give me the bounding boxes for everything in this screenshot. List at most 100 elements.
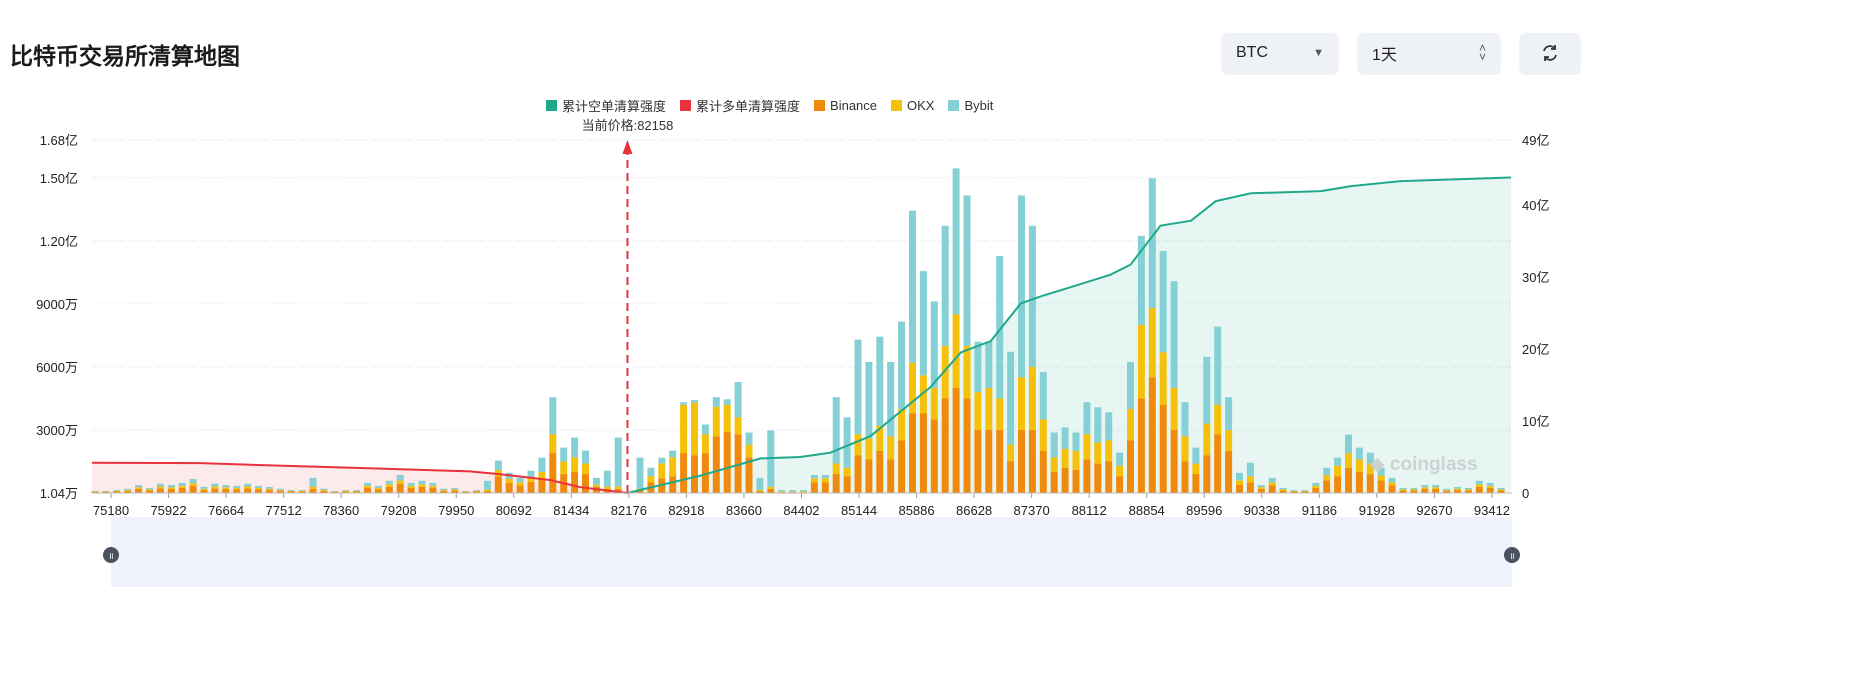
bar-binance <box>1061 467 1069 493</box>
bar-binance <box>200 490 208 493</box>
bar-bybit <box>1377 467 1385 476</box>
coin-select[interactable]: BTC ▼ <box>1222 33 1338 73</box>
bar-binance <box>1443 490 1451 493</box>
bar-binance <box>353 491 361 493</box>
legend-label: Bybit <box>964 98 994 113</box>
bar-bybit <box>91 490 99 492</box>
bar-okx <box>1148 308 1156 378</box>
bar-bybit <box>1486 482 1494 486</box>
bar-okx <box>1366 463 1374 475</box>
bar-okx <box>385 484 393 487</box>
bar-binance <box>691 455 698 493</box>
bar-bybit <box>800 490 807 492</box>
bar-binance <box>898 440 906 493</box>
bar-binance <box>1203 455 1211 493</box>
legend-item-short[interactable]: 累计空单清算强度 <box>546 96 666 115</box>
refresh-button[interactable] <box>1520 33 1580 73</box>
left-axis-tick-label: 1.04万 <box>40 486 78 501</box>
bar-bybit <box>919 271 927 376</box>
bar-okx <box>1290 490 1298 492</box>
bar-bybit <box>701 424 709 435</box>
bar-binance <box>276 490 284 493</box>
x-axis-tick-label: 91186 <box>1302 503 1337 518</box>
bar-okx <box>832 463 840 475</box>
right-axis-tick-label: 10亿 <box>1522 414 1549 429</box>
bar-binance <box>1486 487 1494 493</box>
bar-bybit <box>222 485 230 488</box>
bar-okx <box>658 463 666 479</box>
bar-okx <box>669 457 677 477</box>
bar-okx <box>789 491 797 493</box>
bar-bybit <box>407 482 415 486</box>
bar-binance <box>1170 429 1178 493</box>
bar-bybit <box>200 486 208 489</box>
bar-binance <box>1366 474 1374 493</box>
bar-okx <box>451 489 459 491</box>
bar-okx <box>146 489 153 491</box>
bar-okx <box>298 490 306 492</box>
bar-bybit <box>309 477 317 487</box>
current-price-label: 当前价格:82158 <box>582 118 674 133</box>
bar-binance <box>102 491 110 493</box>
bar-bybit <box>516 477 524 483</box>
x-axis-tick-label: 89596 <box>1186 503 1222 518</box>
bar-bybit <box>1181 402 1189 437</box>
bar-binance <box>255 489 262 493</box>
legend-item-okx[interactable]: OKX <box>891 96 934 115</box>
bar-bybit <box>1225 397 1233 430</box>
bar-okx <box>342 490 350 492</box>
bar-bybit <box>1399 487 1407 490</box>
bar-okx <box>1236 480 1243 485</box>
bar-okx <box>276 490 284 491</box>
bar-okx <box>1159 352 1167 405</box>
right-axis-tick-label: 20亿 <box>1522 342 1549 357</box>
x-axis-tick-label: 85144 <box>841 503 877 518</box>
legend-swatch <box>546 100 557 111</box>
bar-binance <box>701 453 709 493</box>
bar-okx <box>167 487 175 490</box>
bar-binance <box>985 429 993 493</box>
bar-binance <box>582 474 589 493</box>
bar-bybit <box>124 488 132 491</box>
bar-okx <box>429 485 437 488</box>
period-select[interactable]: 1天 ˄ ˅ <box>1358 33 1500 73</box>
bar-bybit <box>603 470 611 487</box>
zoom-slider[interactable]: ॥ ॥ <box>103 517 1520 587</box>
bar-okx <box>1421 487 1429 490</box>
legend-item-bybit[interactable]: Bybit <box>948 96 993 115</box>
bar-binance <box>1094 463 1102 493</box>
bar-bybit <box>723 399 731 405</box>
x-axis-tick-label: 79950 <box>438 503 474 518</box>
slider-range[interactable] <box>111 517 1512 587</box>
bar-binance <box>1007 461 1015 493</box>
x-axis-tick-label: 77512 <box>266 503 302 518</box>
bar-binance <box>233 489 241 493</box>
bar-binance <box>309 488 317 493</box>
bar-bybit <box>451 487 459 490</box>
bar-bybit <box>843 417 851 468</box>
slider-handle-right[interactable]: ॥ <box>1504 547 1520 563</box>
bar-bybit <box>974 341 982 393</box>
bar-binance <box>1083 459 1091 493</box>
bar-okx <box>374 487 382 490</box>
bar-okx <box>745 444 753 458</box>
bar-okx <box>887 436 895 460</box>
legend-item-long[interactable]: 累计多单清算强度 <box>680 96 800 115</box>
bar-okx <box>211 486 219 489</box>
bar-okx <box>418 484 426 487</box>
bar-binance <box>669 476 677 493</box>
x-axis-tick-label: 82176 <box>611 503 647 518</box>
bar-bybit <box>1443 488 1451 491</box>
bar-bybit <box>691 400 698 403</box>
slider-handle-left[interactable]: ॥ <box>103 547 119 563</box>
left-axis-tick-label: 9000万 <box>36 297 78 312</box>
bar-binance <box>364 487 371 493</box>
bar-okx <box>930 387 938 420</box>
bar-binance <box>244 488 252 493</box>
bar-okx <box>603 486 611 489</box>
legend-swatch <box>814 100 826 111</box>
bar-okx <box>1345 453 1352 468</box>
bar-binance <box>483 490 491 493</box>
legend-item-binance[interactable]: Binance <box>814 96 877 115</box>
